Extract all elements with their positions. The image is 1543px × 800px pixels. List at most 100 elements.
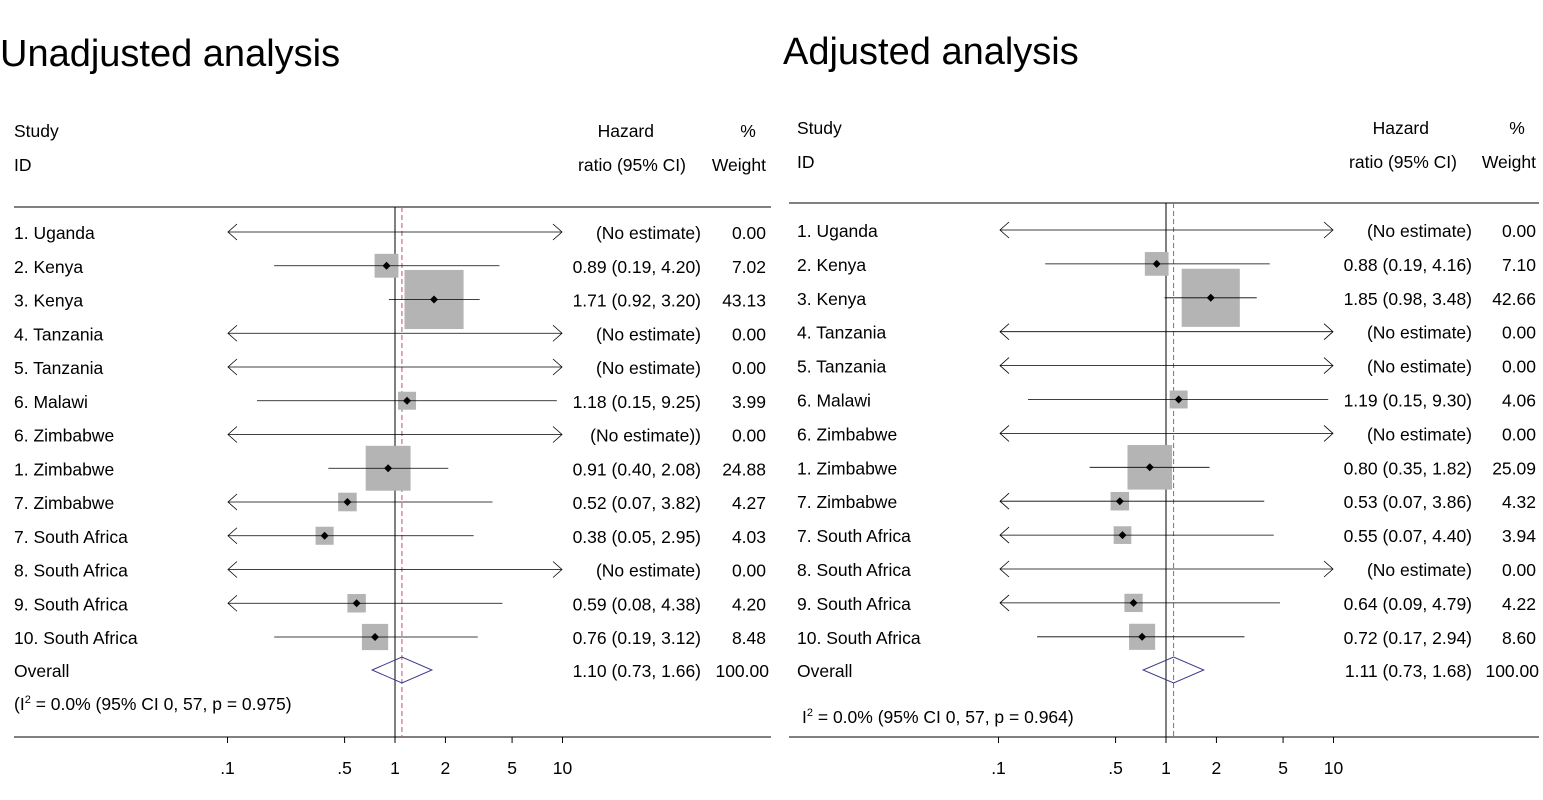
overall-row: Overall 1.11 (0.73, 1.68) 100.00 [797,656,1539,684]
arrow-right [552,223,563,241]
arrow-left [227,358,238,376]
header-ratio-ci: ratio (95% CI) [578,155,686,175]
overall-ci: 1.11 (0.73, 1.68) [1345,661,1472,681]
study-weight: 0.00 [732,324,766,344]
arrow-left [227,426,238,443]
study-label: 8. South Africa [14,561,128,581]
heterogeneity-stat: I2 = 0.0% (95% CI 0, 57, p = 0.964) [802,707,1074,727]
overall-weight: 100.00 [1485,661,1539,681]
study-label: 1. Uganda [797,221,878,241]
study-weight: 0.00 [1502,424,1536,444]
study-row: 5. Tanzania (No estimate) 0.00 [797,357,1536,377]
x-tick-label: .1 [220,758,235,778]
study-label: 1. Zimbabwe [14,459,114,479]
hazard-ratio-ci: 0.72 (0.17, 2.94) [1344,628,1472,648]
study-row: 1. Uganda (No estimate) 0.00 [14,223,766,243]
point-estimate [320,531,329,540]
hazard-ratio-ci: (No estimate) [1367,221,1472,241]
hazard-ratio-ci: 1.19 (0.15, 9.30) [1344,391,1472,411]
header-weight: Weight [1482,152,1536,172]
study-row: 8. South Africa (No estimate) 0.00 [797,560,1536,580]
x-tick-label: 1 [1161,758,1171,778]
study-weight: 0.00 [732,223,766,243]
study-weight: 8.60 [1502,628,1536,648]
arrow-left [999,357,1010,374]
hazard-ratio-ci: 1.71 (0.92, 3.20) [573,291,701,311]
arrow-right [1323,560,1334,578]
header-hazard: Hazard [1373,118,1429,138]
study-row: 3. Kenya 1.71 (0.92, 3.20) 43.13 [14,269,766,330]
het-text: = 0.0% (95% CI 0, 57, p = 0.964) [813,707,1074,727]
x-tick-label: 2 [1212,758,1222,778]
arrow-right [552,426,563,443]
x-tick-label: 1 [390,758,400,778]
study-label: 5. Tanzania [14,358,103,378]
study-label: 7. South Africa [14,527,128,547]
forest-panel-adjusted: Adjusted analysis Study ID Hazard ratio (95%… [783,31,1539,778]
study-row: 3. Kenya 1.85 (0.98, 3.48) 42.66 [797,268,1536,327]
arrow-left [999,221,1010,239]
arrow-right [552,561,563,578]
hazard-ratio-ci: 0.64 (0.09, 4.79) [1344,594,1472,614]
overall-label: Overall [797,661,852,681]
study-row: 4. Tanzania (No estimate) 0.00 [14,324,766,344]
het-prefix: I [802,707,807,727]
study-row: 7. Zimbabwe 0.53 (0.07, 3.86) 4.32 [797,491,1536,512]
arrow-left [999,526,1010,544]
study-row: 6. Zimbabwe (No estimate) 0.00 [797,424,1536,444]
study-weight: 0.00 [732,358,766,378]
study-label: 4. Tanzania [14,324,103,344]
header-study: Study [14,121,59,141]
point-estimate [1152,259,1161,268]
hazard-ratio-ci: (No estimate) [596,324,701,344]
study-weight: 4.20 [732,594,766,614]
study-row: 8. South Africa (No estimate) 0.00 [14,561,766,581]
x-tick-label: 2 [441,758,451,778]
study-label: 10. South Africa [797,628,921,648]
study-row: 10. South Africa 0.76 (0.19, 3.12) 8.48 [14,623,766,651]
point-estimate [403,396,412,405]
arrow-left [999,594,1010,612]
x-tick-label: 5 [507,758,517,778]
study-row: 10. South Africa 0.72 (0.17, 2.94) 8.60 [797,623,1536,650]
overall-label: Overall [14,661,69,681]
overall-diamond [370,656,434,684]
arrow-left [227,527,238,545]
study-weight: 4.27 [732,493,766,513]
header-weight: Weight [712,155,766,175]
study-weight: 0.00 [1502,221,1536,241]
hazard-ratio-ci: 0.80 (0.35, 1.82) [1344,458,1472,478]
arrow-right [552,358,563,376]
study-row: 5. Tanzania (No estimate) 0.00 [14,358,766,378]
point-estimate [1118,531,1127,540]
header-hazard: Hazard [598,121,654,141]
arrow-left [999,560,1010,578]
arrow-right [1323,425,1334,442]
hazard-ratio-ci: (No estimate)) [590,426,701,446]
study-weight: 4.03 [732,527,766,547]
arrow-left [227,493,238,511]
panel-title: Adjusted analysis [783,31,1079,73]
arrow-left [227,324,238,342]
hazard-ratio-ci: 0.38 (0.05, 2.95) [573,527,701,547]
hazard-ratio-ci: 0.59 (0.08, 4.38) [573,594,701,614]
het-text: = 0.0% (95% CI 0, 57, p = 0.975) [31,694,292,714]
study-label: 1. Zimbabwe [797,458,897,478]
study-label: 2. Kenya [797,255,866,275]
hazard-ratio-ci: (No estimate) [1367,323,1472,343]
hazard-ratio-ci: (No estimate) [596,561,701,581]
header-id: ID [797,152,815,172]
hazard-ratio-ci: 0.89 (0.19, 4.20) [573,257,701,277]
study-label: 6. Malawi [797,391,871,411]
study-weight: 0.00 [1502,323,1536,343]
arrow-left [227,223,238,241]
point-estimate [430,295,439,304]
study-weight: 3.99 [732,392,766,412]
study-row: 1. Uganda (No estimate) 0.00 [797,221,1536,241]
study-weight: 0.00 [1502,560,1536,580]
study-weight: 24.88 [722,459,766,479]
header-study: Study [797,118,842,138]
panel-title: Unadjusted analysis [0,33,340,75]
study-weight: 42.66 [1492,289,1536,309]
